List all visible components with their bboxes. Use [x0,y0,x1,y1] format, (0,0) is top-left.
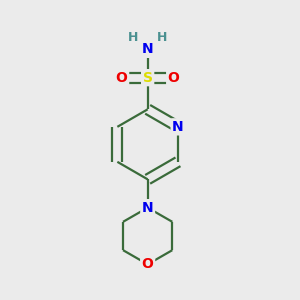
Text: O: O [116,71,127,85]
Text: S: S [143,71,153,85]
Text: H: H [128,31,139,44]
Text: O: O [142,257,154,271]
Text: N: N [172,120,184,134]
Text: H: H [157,31,167,44]
Text: N: N [142,42,154,56]
Text: O: O [168,71,180,85]
Text: N: N [142,201,154,215]
